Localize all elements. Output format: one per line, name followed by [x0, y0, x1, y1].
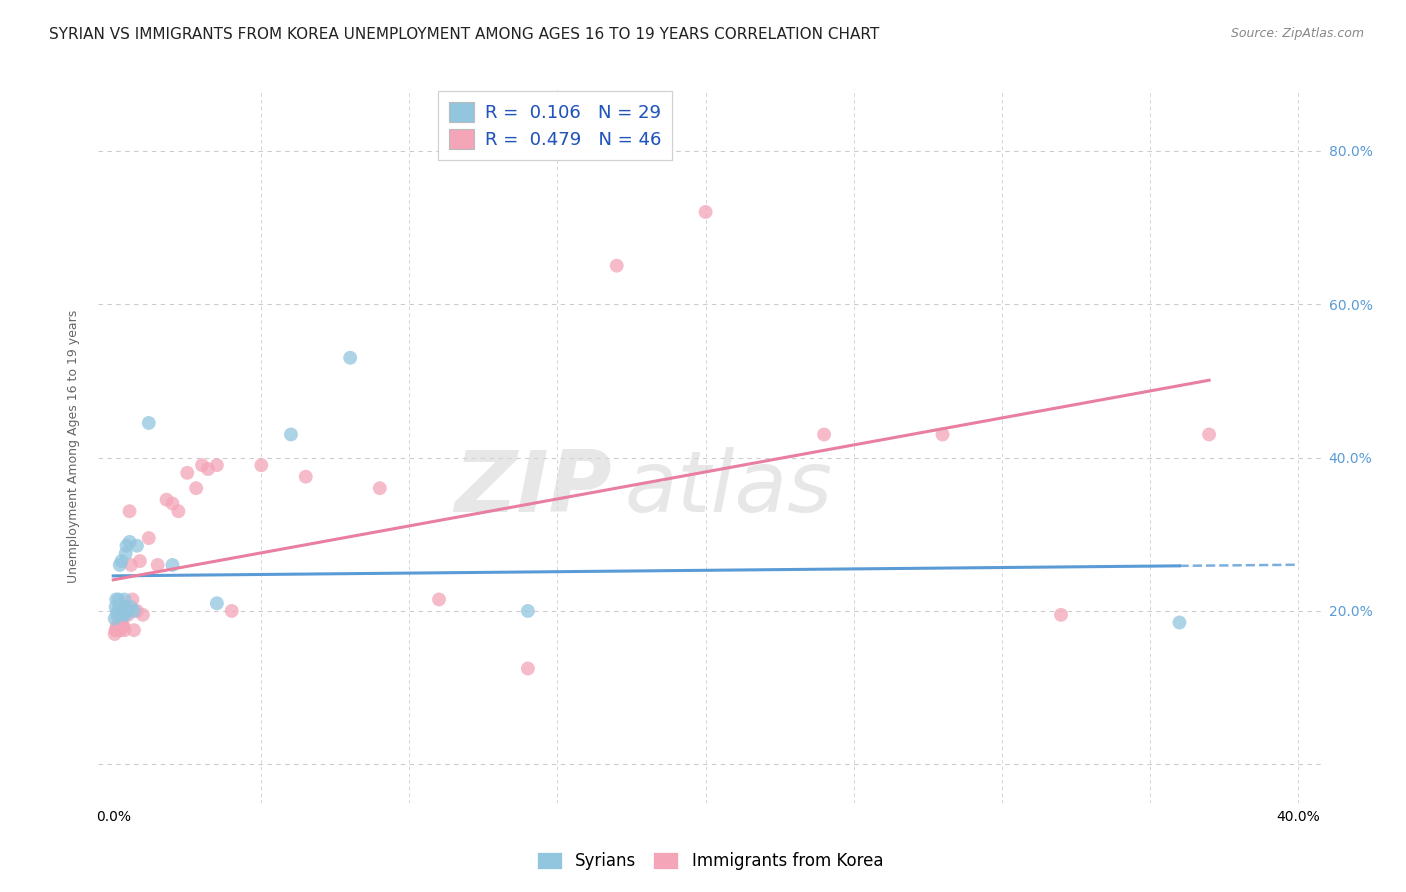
- Point: [162, 558, 184, 572]
- Point: [118, 535, 141, 549]
- Point: [516, 661, 538, 675]
- Point: [155, 492, 177, 507]
- Text: Source: ZipAtlas.com: Source: ZipAtlas.com: [1230, 27, 1364, 40]
- Point: [107, 619, 129, 633]
- Point: [112, 600, 135, 615]
- Point: [931, 427, 953, 442]
- Point: [121, 592, 143, 607]
- Point: [107, 604, 129, 618]
- Point: [122, 623, 145, 637]
- Text: ZIP: ZIP: [454, 447, 612, 531]
- Point: [118, 504, 141, 518]
- Point: [162, 497, 184, 511]
- Point: [120, 558, 142, 572]
- Point: [114, 607, 136, 622]
- Point: [176, 466, 198, 480]
- Point: [1050, 607, 1073, 622]
- Point: [294, 469, 316, 483]
- Point: [112, 619, 135, 633]
- Point: [104, 627, 127, 641]
- Point: [1168, 615, 1191, 630]
- Point: [114, 600, 136, 615]
- Point: [114, 592, 136, 607]
- Point: [108, 607, 131, 622]
- Point: [191, 458, 214, 473]
- Point: [111, 607, 134, 622]
- Text: SYRIAN VS IMMIGRANTS FROM KOREA UNEMPLOYMENT AMONG AGES 16 TO 19 YEARS CORRELATI: SYRIAN VS IMMIGRANTS FROM KOREA UNEMPLOY…: [49, 27, 880, 42]
- Point: [114, 546, 136, 560]
- Point: [115, 604, 138, 618]
- Point: [132, 607, 155, 622]
- Point: [107, 592, 129, 607]
- Point: [111, 619, 134, 633]
- Point: [111, 607, 134, 622]
- Point: [1198, 427, 1220, 442]
- Point: [138, 416, 160, 430]
- Point: [250, 458, 273, 473]
- Point: [221, 604, 243, 618]
- Point: [128, 554, 150, 568]
- Point: [105, 619, 128, 633]
- Point: [695, 205, 717, 219]
- Point: [167, 504, 190, 518]
- Point: [108, 607, 131, 622]
- Point: [114, 623, 136, 637]
- Point: [606, 259, 628, 273]
- Point: [105, 607, 128, 622]
- Point: [108, 615, 131, 630]
- Point: [120, 600, 142, 615]
- Legend: R =  0.106   N = 29, R =  0.479   N = 46: R = 0.106 N = 29, R = 0.479 N = 46: [437, 91, 672, 160]
- Text: atlas: atlas: [624, 447, 832, 531]
- Point: [368, 481, 391, 495]
- Point: [104, 612, 127, 626]
- Y-axis label: Unemployment Among Ages 16 to 19 years: Unemployment Among Ages 16 to 19 years: [67, 310, 80, 582]
- Point: [105, 592, 128, 607]
- Point: [339, 351, 361, 365]
- Point: [117, 604, 139, 618]
- Point: [516, 604, 538, 618]
- Point: [110, 615, 132, 630]
- Point: [280, 427, 302, 442]
- Point: [125, 604, 148, 618]
- Point: [110, 554, 132, 568]
- Point: [125, 539, 148, 553]
- Point: [146, 558, 169, 572]
- Point: [205, 596, 228, 610]
- Point: [122, 604, 145, 618]
- Point: [107, 623, 129, 637]
- Point: [110, 600, 132, 615]
- Point: [427, 592, 450, 607]
- Point: [186, 481, 208, 495]
- Point: [105, 623, 128, 637]
- Point: [111, 604, 134, 618]
- Point: [115, 539, 138, 553]
- Point: [205, 458, 228, 473]
- Point: [104, 623, 127, 637]
- Point: [138, 531, 160, 545]
- Point: [104, 600, 127, 615]
- Point: [110, 623, 132, 637]
- Point: [117, 607, 139, 622]
- Point: [108, 558, 131, 572]
- Point: [197, 462, 219, 476]
- Point: [813, 427, 835, 442]
